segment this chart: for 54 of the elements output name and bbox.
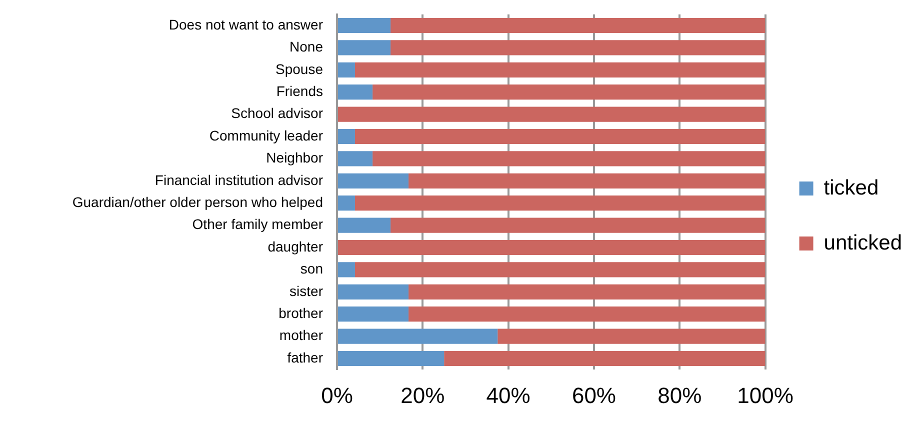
y-tick-label: mother bbox=[279, 327, 324, 344]
bar bbox=[338, 106, 766, 122]
bar bbox=[338, 40, 391, 56]
bar bbox=[338, 240, 766, 256]
bar bbox=[338, 350, 444, 366]
bar bbox=[338, 128, 355, 144]
x-tick-label: 20% bbox=[400, 382, 445, 408]
bar bbox=[338, 218, 391, 233]
bar bbox=[390, 218, 766, 233]
y-tick-label: School advisor bbox=[231, 105, 324, 122]
bar bbox=[338, 173, 409, 188]
bar bbox=[498, 328, 766, 344]
bar bbox=[338, 262, 355, 278]
bar bbox=[338, 62, 355, 78]
y-tick-label: sister bbox=[290, 282, 324, 299]
y-tick-label: Neighbor bbox=[266, 150, 324, 166]
y-tick-label: None bbox=[290, 38, 324, 55]
x-tick-label: 80% bbox=[658, 382, 702, 408]
bar bbox=[408, 284, 766, 300]
bar bbox=[338, 196, 355, 211]
bar bbox=[354, 262, 766, 278]
bar bbox=[338, 151, 373, 166]
x-tick-label: 40% bbox=[486, 382, 530, 408]
x-tick-label: 0% bbox=[321, 382, 353, 408]
bar bbox=[390, 18, 766, 34]
y-tick-label: Friends bbox=[276, 82, 323, 99]
bar bbox=[354, 196, 766, 211]
bar bbox=[408, 306, 766, 322]
legend-label: ticked bbox=[824, 176, 879, 200]
y-tick-label: Spouse bbox=[276, 60, 324, 77]
y-tick-label: Other family member bbox=[192, 216, 324, 232]
bar bbox=[338, 306, 409, 322]
y-tick-label: Community leader bbox=[209, 127, 324, 144]
y-tick-label: daughter bbox=[268, 238, 324, 254]
legend-label: unticked bbox=[824, 231, 902, 254]
bar bbox=[338, 84, 373, 100]
bar bbox=[338, 284, 409, 300]
y-tick-label: Financial institution advisor bbox=[154, 172, 324, 188]
x-tick-label: 100% bbox=[737, 382, 794, 408]
bar bbox=[372, 84, 766, 100]
y-tick-label: father bbox=[287, 349, 324, 366]
y-tick-label: Guardian/other older person who helped bbox=[72, 194, 323, 210]
bar bbox=[338, 18, 391, 34]
bar bbox=[390, 40, 766, 56]
bar bbox=[444, 350, 766, 366]
y-tick-label: son bbox=[300, 260, 323, 277]
y-tick-label: brother bbox=[278, 304, 324, 321]
bar bbox=[408, 173, 766, 188]
y-tick-label: Does not want to answer bbox=[168, 16, 324, 32]
bar bbox=[338, 328, 498, 344]
bar bbox=[354, 128, 766, 144]
x-tick-label: 60% bbox=[572, 382, 616, 408]
bar bbox=[354, 62, 766, 78]
bar bbox=[372, 151, 766, 166]
